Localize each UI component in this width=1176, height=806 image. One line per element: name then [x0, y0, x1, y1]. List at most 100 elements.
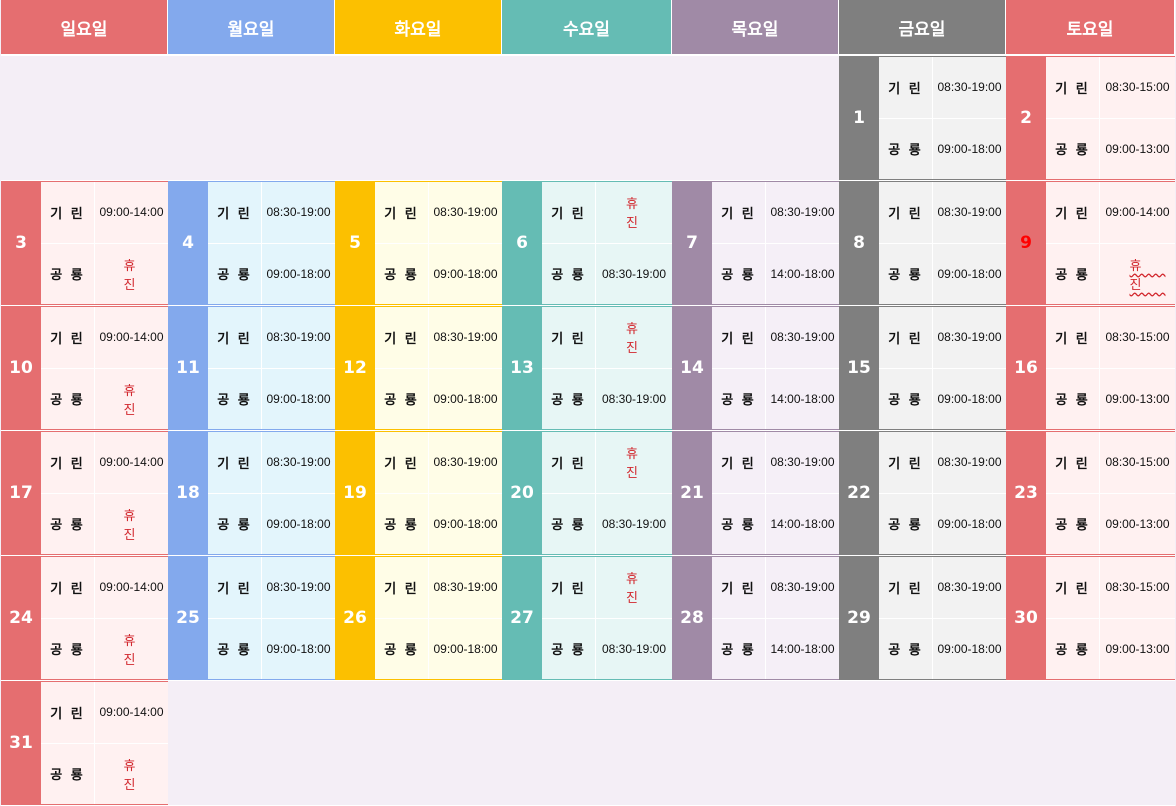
staff-row-gongryong: 공 룡 09:00-18:00: [879, 492, 1006, 554]
staff-name: 기 린: [41, 307, 95, 368]
work-hours: 08:30-19:00: [937, 330, 1002, 345]
closed-label: 휴 진: [123, 758, 160, 793]
closed-label: 휴 진: [123, 258, 160, 293]
work-hours: 08:30-19:00: [601, 391, 667, 406]
day-schedule: 기 린 08:30-19:00 공 룡 09:00-18:00: [879, 56, 1006, 180]
day-number: 4: [168, 181, 208, 305]
day-schedule: 기 린 08:30-19:00 공 룡 09:00-18:00: [208, 556, 335, 680]
day-number: 11: [168, 306, 208, 430]
work-hours: 08:30-19:00: [937, 205, 1002, 220]
day-cell: 18 기 린 08:30-19:00 공 룡 09:00-18:00: [168, 431, 335, 556]
work-hours: 09:00-14:00: [99, 330, 164, 345]
staff-name: 공 룡: [41, 368, 95, 429]
staff-name: 기 린: [712, 182, 766, 243]
day-cell: 22 기 린 08:30-19:00 공 룡 09:00-18:00: [839, 431, 1006, 556]
staff-row-gongryong: 공 룡 09:00-18:00: [879, 617, 1006, 679]
work-hours: 08:30-19:00: [770, 580, 835, 595]
work-hours: 09:00-13:00: [1105, 141, 1170, 156]
day-schedule: 기 린 08:30-19:00 공 룡 09:00-18:00: [879, 181, 1006, 305]
staff-name: 기 린: [879, 307, 933, 368]
day-schedule: 기 린 08:30-19:00 공 룡 09:00-18:00: [208, 306, 335, 430]
staff-row-girin: 기 린 08:30-19:00: [208, 557, 335, 618]
staff-row-girin: 기 린 08:30-19:00: [879, 557, 1006, 618]
day-schedule: 기 린 09:00-14:00 공 룡 휴 진: [41, 306, 168, 430]
day-cell: 17 기 린 09:00-14:00 공 룡 휴 진: [1, 431, 168, 556]
day-cell: 23 기 린 08:30-15:00 공 룡 09:00-13:00: [1006, 431, 1175, 556]
staff-name: 기 린: [1046, 307, 1100, 368]
staff-row-girin: 기 린 08:30-19:00: [208, 307, 335, 368]
staff-name: 공 룡: [542, 618, 596, 679]
work-hours: 08:30-19:00: [937, 580, 1002, 595]
staff-name: 공 룡: [1046, 368, 1100, 429]
staff-name: 공 룡: [542, 243, 596, 304]
work-hours: 08:30-19:00: [601, 641, 667, 656]
staff-name: 공 룡: [41, 493, 95, 554]
work-hours: 08:30-19:00: [433, 580, 498, 595]
work-hours: 08:30-19:00: [770, 330, 835, 345]
staff-row-gongryong: 공 룡 09:00-18:00: [375, 242, 502, 304]
work-hours: 09:00-14:00: [99, 705, 164, 720]
staff-name: 기 린: [542, 307, 596, 368]
staff-name: 공 룡: [712, 618, 766, 679]
work-hours: 08:30-19:00: [433, 205, 498, 220]
day-cell: 30 기 린 08:30-15:00 공 룡 09:00-13:00: [1006, 556, 1175, 681]
staff-row-gongryong: 공 룡 09:00-18:00: [208, 617, 335, 679]
closed-label: 휴 진: [123, 633, 160, 668]
day-schedule: 기 린 09:00-14:00 공 룡 휴 진: [1046, 181, 1175, 305]
work-hours: 09:00-18:00: [266, 391, 331, 406]
day-number: 29: [839, 556, 879, 680]
staff-name: 공 룡: [712, 493, 766, 554]
day-number: 1: [839, 56, 879, 180]
day-cell: 14 기 린 08:30-19:00 공 룡 14:00-18:00: [672, 306, 839, 431]
work-hours: 09:00-18:00: [937, 391, 1002, 406]
staff-row-girin: 기 린 08:30-19:00: [208, 182, 335, 243]
empty-cell: [335, 681, 502, 806]
work-hours: 09:00-14:00: [99, 455, 164, 470]
work-hours: 09:00-18:00: [433, 391, 498, 406]
day-number: 24: [1, 556, 41, 680]
staff-name: 공 룡: [375, 368, 429, 429]
weekday-header-sun: 일요일: [1, 0, 168, 56]
staff-name: 공 룡: [879, 118, 933, 179]
staff-name: 기 린: [208, 432, 262, 493]
closed-label: 휴 진: [626, 322, 662, 357]
staff-row-gongryong: 공 룡 09:00-18:00: [375, 617, 502, 679]
work-hours: 08:30-15:00: [1105, 330, 1170, 345]
day-cell: 11 기 린 08:30-19:00 공 룡 09:00-18:00: [168, 306, 335, 431]
empty-cell: [502, 56, 672, 181]
day-number: 16: [1006, 306, 1046, 430]
staff-row-girin: 기 린 08:30-19:00: [879, 307, 1006, 368]
staff-row-gongryong: 공 룡 09:00-18:00: [879, 367, 1006, 429]
day-number: 25: [168, 556, 208, 680]
day-schedule: 기 린 09:00-14:00 공 룡 휴 진: [41, 681, 168, 805]
staff-row-gongryong: 공 룡 09:00-18:00: [879, 242, 1006, 304]
staff-row-girin: 기 린 08:30-19:00: [375, 557, 502, 618]
closed-label: 휴 진: [123, 383, 160, 418]
staff-row-girin: 기 린 08:30-19:00: [208, 432, 335, 493]
staff-row-girin: 기 린 08:30-15:00: [1046, 557, 1175, 618]
staff-row-girin: 기 린 08:30-19:00: [375, 307, 502, 368]
work-hours: 09:00-18:00: [433, 641, 498, 656]
day-number: 27: [502, 556, 542, 680]
empty-cell: [1006, 681, 1175, 806]
work-hours: 14:00-18:00: [770, 391, 835, 406]
work-hours: 08:30-19:00: [433, 330, 498, 345]
staff-name: 공 룡: [1046, 493, 1100, 554]
day-schedule: 기 린 08:30-19:00 공 룡 09:00-18:00: [879, 431, 1006, 555]
staff-name: 공 룡: [41, 243, 95, 304]
day-number: 21: [672, 431, 712, 555]
empty-cell: [839, 681, 1006, 806]
staff-name: 기 린: [375, 307, 429, 368]
staff-name: 기 린: [41, 682, 95, 743]
day-number: 15: [839, 306, 879, 430]
